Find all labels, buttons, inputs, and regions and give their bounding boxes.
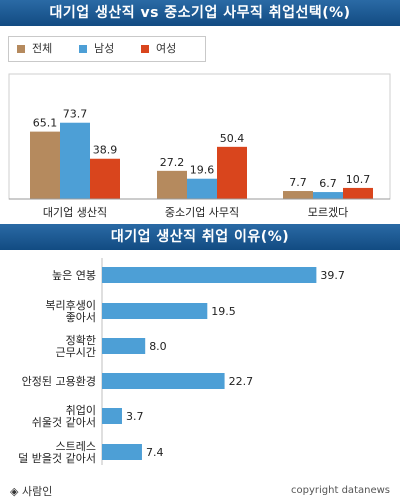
value-label-1-1: 19.6 — [190, 164, 215, 177]
legend-label-male: 남성 — [94, 42, 115, 55]
bar-0-0 — [30, 131, 60, 199]
saramin-logo: ◈ 사람인 — [10, 485, 53, 498]
chart1-title-banner: 대기업 생산직 vs 중소기업 사무직 취업선택(%) — [0, 0, 400, 26]
category-label-2: 모르겠다 — [308, 206, 348, 219]
hbar-0 — [102, 267, 317, 283]
value-label-0-1: 73.7 — [63, 108, 88, 121]
chart2-title-banner: 대기업 생산직 취업 이유(%) — [0, 224, 400, 250]
value-label-1-2: 50.4 — [220, 132, 245, 145]
chart2-title: 대기업 생산직 취업 이유(%) — [110, 229, 290, 245]
legend-swatch-total — [17, 45, 25, 53]
bar-1-0 — [157, 170, 187, 199]
value-label-0-2: 38.9 — [93, 144, 118, 157]
legend-label-female: 여성 — [156, 42, 177, 55]
chart1-legend: 전체 남성 여성 — [8, 36, 206, 62]
hbar-3 — [102, 373, 225, 389]
hbar-2 — [102, 338, 146, 354]
hbar-category-label-1: 복리후생이 좋아서 — [45, 299, 96, 324]
hbar-category-label-3: 안정된 고용환경 — [22, 375, 96, 388]
value-label-0-0: 65.1 — [33, 117, 58, 130]
category-label-1: 중소기업 사무직 — [165, 206, 239, 219]
copyright-text: copyright datanews — [291, 485, 390, 496]
hbar-5 — [102, 444, 142, 460]
legend-swatch-male — [79, 45, 87, 53]
hbar-value-2: 8.0 — [149, 340, 167, 353]
chart1-title: 대기업 생산직 vs 중소기업 사무직 취업선택(%) — [49, 5, 351, 21]
hbar-category-label-2: 정확한 근무시간 — [56, 334, 96, 359]
hbar-value-3: 22.7 — [229, 375, 254, 388]
chart1-grouped-bar-chart: 65.1 73.7 38.9 대기업 생산직 27.2 19.6 50.4 중소기업 사무직 7… — [8, 73, 391, 219]
bar-0-1 — [60, 122, 90, 199]
value-label-2-2: 10.7 — [346, 173, 371, 186]
legend-label-total: 전체 — [32, 42, 53, 55]
bar-2-0 — [283, 191, 313, 199]
hbar-category-label-0: 높은 연봉 — [52, 269, 96, 282]
hbar-4 — [102, 408, 122, 424]
bar-2-2 — [343, 187, 373, 199]
hbar-category-label-5: 스트레스 덜 받을것 같아서 — [18, 440, 96, 465]
bar-1-2 — [217, 146, 247, 199]
hbar-value-0: 39.7 — [320, 269, 345, 282]
value-label-2-1: 6.7 — [319, 177, 337, 190]
bar-2-1 — [313, 192, 343, 199]
legend-swatch-female — [141, 45, 149, 53]
category-label-0: 대기업 생산직 — [43, 206, 107, 219]
bar-0-2 — [90, 158, 120, 199]
hbar-1 — [102, 303, 208, 319]
value-label-2-0: 7.7 — [289, 176, 307, 189]
bar-1-1 — [187, 178, 217, 199]
value-label-1-0: 27.2 — [160, 156, 185, 169]
hbar-value-4: 3.7 — [126, 410, 144, 423]
hbar-category-label-4: 취업이 쉬울것 같아서 — [32, 404, 96, 429]
hbar-value-1: 19.5 — [211, 305, 236, 318]
hbar-value-5: 7.4 — [146, 446, 164, 459]
